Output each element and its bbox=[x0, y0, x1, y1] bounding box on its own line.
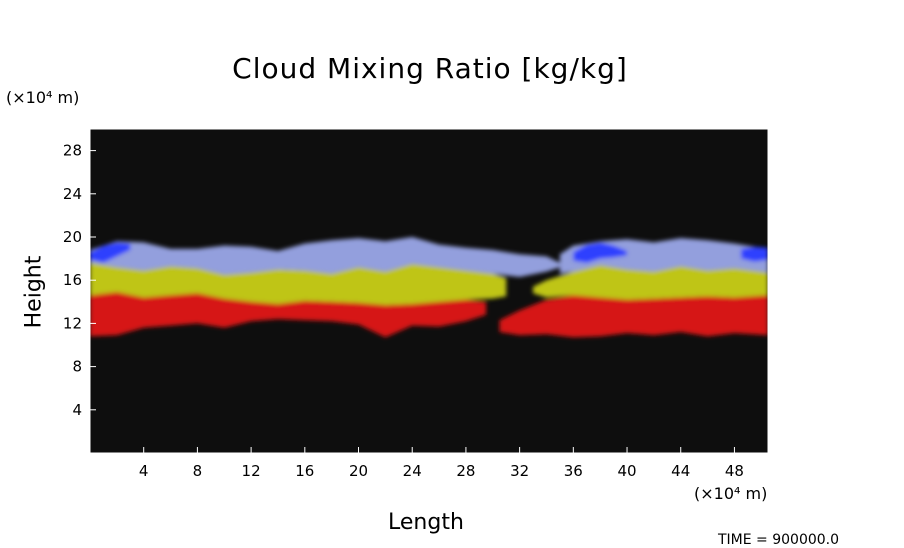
cloud-band-0 bbox=[90, 292, 487, 338]
y-tick-label: 12 bbox=[63, 314, 82, 332]
x-tick-label: 32 bbox=[510, 462, 529, 480]
y-tick-label: 20 bbox=[63, 228, 82, 246]
x-tick-label: 24 bbox=[403, 462, 422, 480]
x-tick-label: 48 bbox=[725, 462, 744, 480]
cloud-band-3 bbox=[533, 265, 768, 300]
x-tick-label: 40 bbox=[617, 462, 636, 480]
y-axis-unit: (×10⁴ m) bbox=[6, 88, 80, 107]
x-tick-label: 44 bbox=[671, 462, 690, 480]
cloud-band-6 bbox=[90, 242, 131, 263]
y-tick-label: 8 bbox=[72, 358, 82, 376]
chart-title: Cloud Mixing Ratio [kg/kg] bbox=[232, 52, 628, 85]
y-tick-label: 24 bbox=[63, 185, 82, 203]
cloud-band-8 bbox=[741, 246, 768, 262]
y-tick-label: 28 bbox=[63, 142, 82, 160]
x-axis-label: Length bbox=[388, 510, 464, 535]
x-tick-label: 12 bbox=[242, 462, 261, 480]
x-tick-label: 36 bbox=[564, 462, 583, 480]
cloud-band-2 bbox=[90, 262, 507, 305]
y-tick-label: 4 bbox=[72, 401, 82, 419]
cloud-band-4 bbox=[90, 237, 560, 277]
plot-frame bbox=[89, 128, 769, 454]
x-tick-label: 4 bbox=[139, 462, 149, 480]
x-tick-label: 16 bbox=[295, 462, 314, 480]
x-axis-unit: (×10⁴ m) bbox=[694, 484, 768, 503]
x-tick-label: 28 bbox=[456, 462, 475, 480]
x-tick-label: 20 bbox=[349, 462, 368, 480]
time-readout: TIME = 900000.0 bbox=[718, 532, 840, 548]
cloud-band-7 bbox=[573, 242, 627, 263]
cloud-band-1 bbox=[499, 295, 768, 338]
x-tick-label: 8 bbox=[193, 462, 203, 480]
y-tick-label: 16 bbox=[63, 271, 82, 289]
